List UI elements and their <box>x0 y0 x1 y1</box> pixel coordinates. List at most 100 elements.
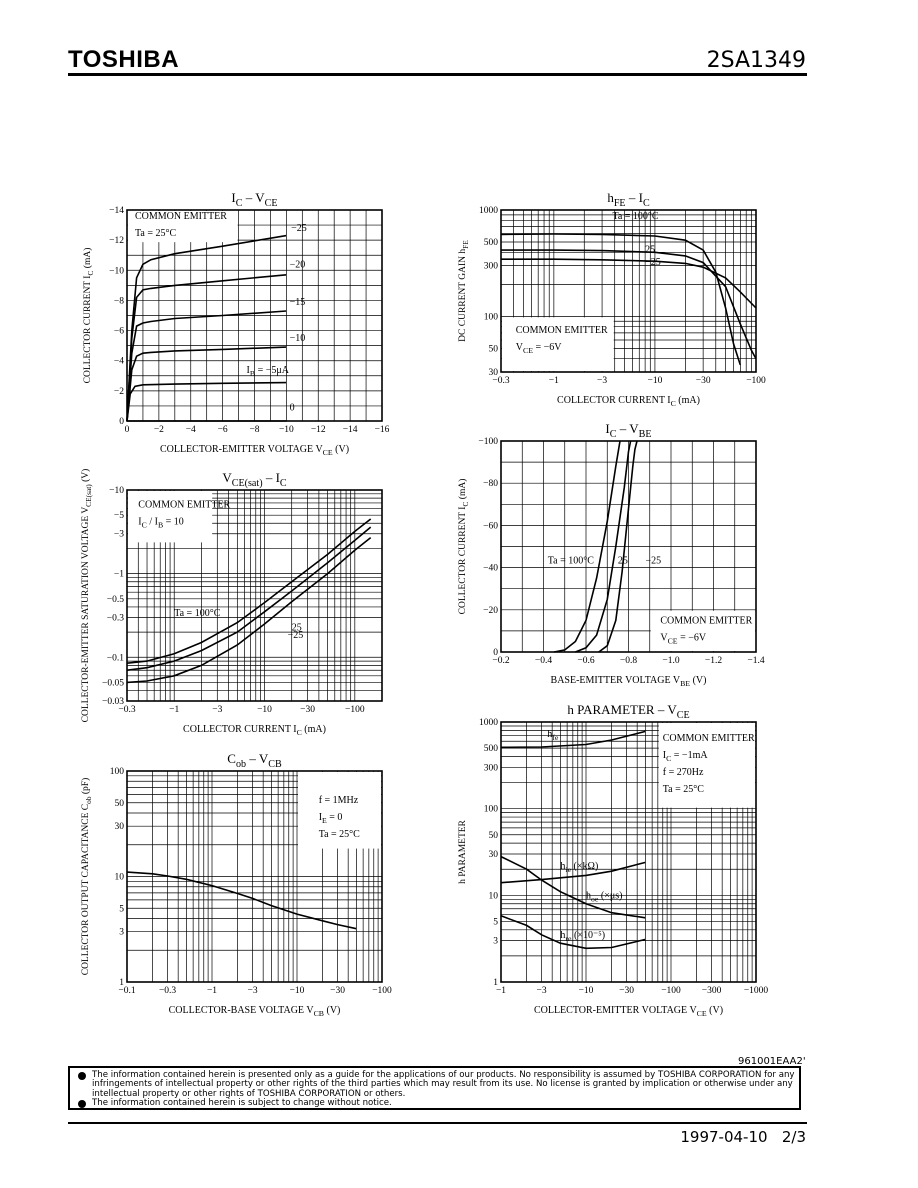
series-label: hoe​ (×μs) <box>586 890 622 903</box>
x-tick-label: −6 <box>218 425 228 435</box>
disclaimer-text: The information contained herein is subj… <box>92 1098 392 1109</box>
y-tick-label: −20 <box>483 606 498 616</box>
series-line-hoe <box>500 855 646 919</box>
series-line-100 <box>553 440 621 653</box>
series-line-hie <box>500 861 646 884</box>
y-tick-label: 30 <box>489 368 499 378</box>
y-tick-label: −10 <box>109 486 124 496</box>
x-tick-label: −100 <box>661 986 681 996</box>
y-tick-label: −8 <box>114 296 124 306</box>
x-axis-label: COLLECTOR-EMITTER VOLTAGE VCE​ (V) <box>534 1005 723 1018</box>
series-label: −25 <box>645 257 661 268</box>
disclaimer-item: The information contained herein is subj… <box>78 1098 795 1109</box>
y-tick-label: −1 <box>114 570 124 580</box>
chart-vcesat-ic: −0.3 −1 −3 −10 −30 −100 −0.03 −0.05 −0.1 −0.3 −0.5… <box>80 469 383 737</box>
x-tick-label: −16 <box>375 425 390 435</box>
chart-note: Ta = 25°C <box>135 228 176 239</box>
x-tick-label: −2 <box>154 425 164 435</box>
bullet-icon <box>78 1072 86 1080</box>
y-tick-label: −4 <box>114 357 124 367</box>
series-line--25 <box>598 440 638 653</box>
x-tick-label: −30 <box>619 986 634 996</box>
y-axis-label: COLLECTOR OUTPUT CAPACITANCE Cob​ (pF) <box>80 778 93 976</box>
series-line-hfe <box>500 730 646 749</box>
y-tick-label: 300 <box>484 763 499 773</box>
x-tick-label: −30 <box>300 705 315 715</box>
y-tick-label: 0 <box>493 648 498 658</box>
series-line--25 <box>501 258 757 309</box>
plot-frame <box>126 770 383 983</box>
x-tick-label: −10 <box>290 986 305 996</box>
x-tick-label: −3 <box>537 986 547 996</box>
disclaimer-item: The information contained herein is pres… <box>78 1070 795 1099</box>
series-label: hre​ (×10⁻⁵) <box>560 930 605 943</box>
part-number: 2SA1349 <box>706 48 806 73</box>
y-axis-label: DC CURRENT GAIN hFE​ <box>458 240 470 342</box>
y-tick-label: 1000 <box>479 718 498 728</box>
y-tick-label: −0.5 <box>107 595 124 605</box>
chart-hfe-ic: −0.3 −1 −3 −10 −30 −100 30 50 100 300 500 1000 hFE​ … <box>458 190 766 408</box>
plot-frame <box>500 209 757 373</box>
x-tick-label: −10 <box>279 425 294 435</box>
x-axis-label: BASE-EMITTER VOLTAGE VBE​ (V) <box>551 675 707 688</box>
disclaimer-box: The information contained herein is pres… <box>68 1066 801 1110</box>
x-tick-label: −300 <box>702 986 722 996</box>
y-tick-label: −0.3 <box>107 613 124 623</box>
series-label: −25 <box>291 223 307 234</box>
series-label: −25 <box>288 630 304 641</box>
chart-hparam-vce: −1 −3 −10 −30 −100 −300 −1000 1 3 5 10 30 50 100 300 50… <box>458 702 768 1018</box>
series-line-hre <box>500 915 646 950</box>
y-tick-label: −14 <box>109 206 124 216</box>
y-tick-label: 100 <box>110 767 125 777</box>
y-tick-label: −100 <box>478 437 498 447</box>
y-axis-label: h PARAMETER <box>458 819 468 883</box>
series-line--10 <box>126 346 287 422</box>
series-line--25 <box>126 536 372 684</box>
note-box <box>128 211 238 243</box>
y-tick-label: −3 <box>114 530 124 540</box>
footer-page: 2/3 <box>781 1128 806 1146</box>
series-line-25 <box>575 440 632 653</box>
note-box <box>298 772 381 849</box>
plot-frame <box>126 489 383 702</box>
series-label: −20 <box>290 259 306 270</box>
y-tick-label: 5 <box>493 917 498 927</box>
series-label: Ta = 100°C <box>612 211 658 222</box>
chart-note: f = 270Hz <box>663 767 704 778</box>
x-tick-label: −3 <box>597 376 607 386</box>
y-tick-label: −2 <box>114 387 124 397</box>
x-tick-label: −1 <box>207 986 217 996</box>
series-label: −10 <box>290 333 306 344</box>
y-tick-label: 0 <box>119 417 124 427</box>
chart-note: IE​ = 0 <box>319 812 343 825</box>
footer-date: 1997-04-10 <box>680 1128 768 1146</box>
x-axis-label: COLLECTOR-EMITTER VOLTAGE VCE​ (V) <box>160 444 349 457</box>
series-label: Ta = 100°C <box>548 555 594 566</box>
x-tick-label: −0.3 <box>492 376 509 386</box>
x-tick-label: −100 <box>345 705 365 715</box>
y-tick-label: 3 <box>119 928 124 938</box>
y-tick-label: 5 <box>119 904 124 914</box>
x-tick-label: −1.4 <box>747 656 764 666</box>
y-tick-label: 1 <box>493 978 498 988</box>
series-line-100 <box>500 233 742 366</box>
x-tick-label: −1 <box>496 986 506 996</box>
x-tick-label: −3 <box>212 705 222 715</box>
y-tick-label: −0.05 <box>102 678 124 688</box>
x-tick-label: −14 <box>343 425 358 435</box>
x-tick-label: −100 <box>372 986 392 996</box>
series-line-Cob <box>126 871 357 930</box>
x-tick-label: −0.8 <box>620 656 637 666</box>
y-tick-label: 10 <box>115 873 125 883</box>
chart-note: VCE​ = −6V <box>516 342 562 355</box>
y-tick-label: 30 <box>489 850 499 860</box>
series-line--25 <box>126 234 287 422</box>
y-axis-label: COLLECTOR-EMITTER SATURATION VOLTAGE VCE… <box>80 469 93 723</box>
series-line--5 <box>126 381 287 422</box>
note-box <box>658 723 755 808</box>
y-tick-label: 300 <box>484 262 499 272</box>
y-tick-label: 50 <box>115 799 125 809</box>
y-tick-label: 100 <box>484 805 499 815</box>
y-axis-label: COLLECTOR CURRENT IC​ (mA) <box>82 248 95 384</box>
